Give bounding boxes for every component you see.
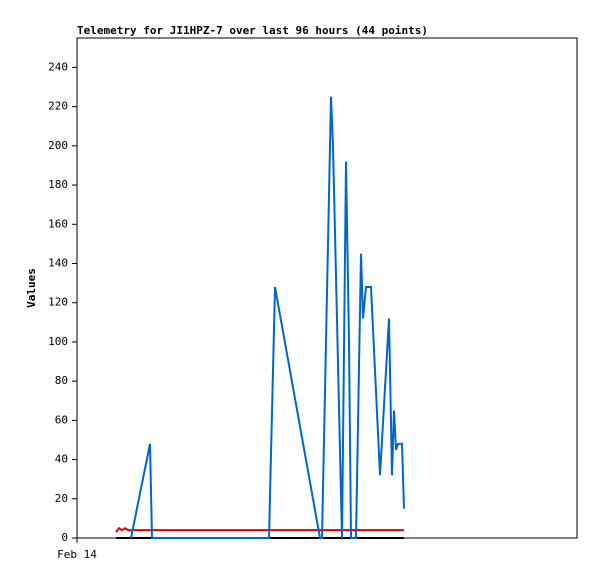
y-tick-label: 180 — [48, 178, 68, 191]
y-axis-label: Values — [25, 268, 38, 308]
series-line — [130, 96, 405, 539]
y-tick-label: 80 — [55, 374, 68, 387]
y-tick-label: 140 — [48, 256, 68, 269]
y-tick-label: 60 — [55, 413, 68, 426]
y-tick-label: 0 — [61, 531, 68, 544]
x-tick-label: Feb 14 — [57, 548, 97, 561]
y-tick-label: 240 — [48, 60, 68, 73]
y-tick-label: 20 — [55, 492, 68, 505]
y-tick-label: 220 — [48, 100, 68, 113]
y-tick-label: 160 — [48, 217, 68, 230]
y-tick-label: 100 — [48, 335, 68, 348]
y-tick-label: 120 — [48, 296, 68, 309]
y-tick-label: 40 — [55, 453, 68, 466]
chart-title: Telemetry for JI1HPZ-7 over last 96 hour… — [77, 24, 428, 37]
y-tick-label: 200 — [48, 139, 68, 152]
series-line — [115, 526, 404, 533]
